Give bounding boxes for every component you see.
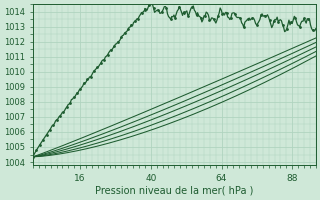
X-axis label: Pression niveau de la mer( hPa ): Pression niveau de la mer( hPa ) bbox=[95, 186, 253, 196]
